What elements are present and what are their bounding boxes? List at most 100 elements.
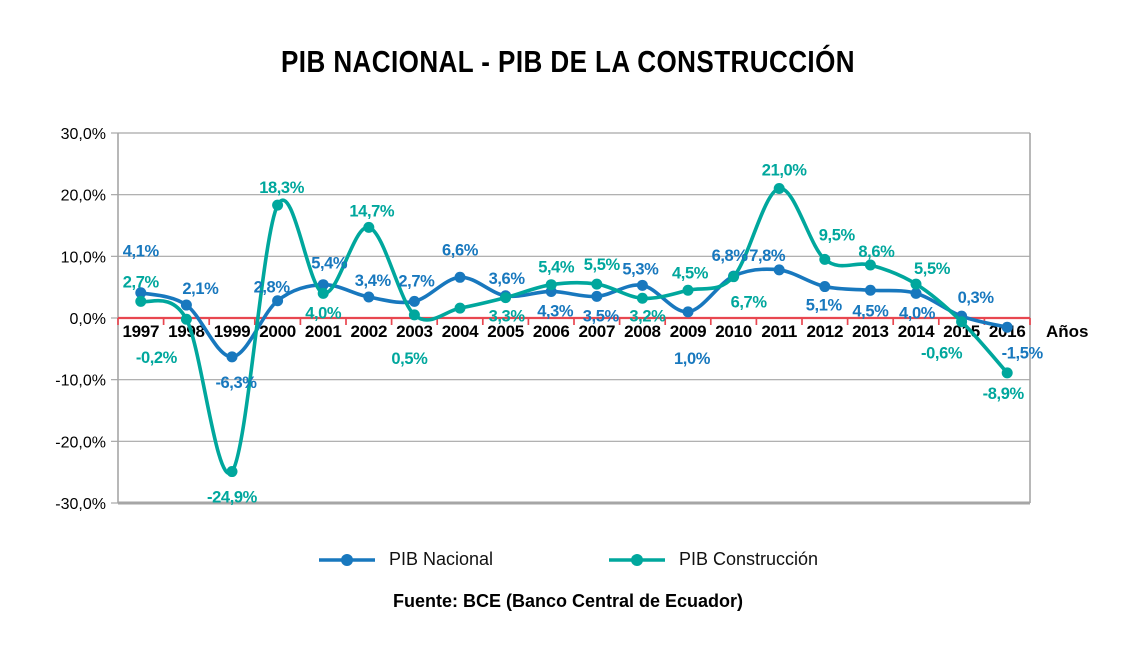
y-axis-tick-label: -20,0% bbox=[55, 434, 106, 451]
data-point-dot-pib-nacional bbox=[1001, 321, 1013, 333]
data-point-dot-pib-construccion bbox=[135, 295, 147, 307]
data-point-dot-pib-nacional bbox=[408, 295, 420, 307]
data-point-dot-pib-construccion bbox=[636, 292, 648, 304]
data-point-dot-pib-nacional bbox=[272, 295, 284, 307]
data-point-dot-pib-construccion bbox=[226, 466, 238, 478]
x-axis-year-label: 1999 bbox=[214, 322, 251, 341]
data-point-dot-pib-construccion bbox=[864, 259, 876, 271]
y-axis-tick-label: 10,0% bbox=[61, 249, 106, 266]
data-point-label-pib-construccion: -0,6% bbox=[921, 345, 963, 363]
data-point-dot-pib-nacional bbox=[864, 284, 876, 296]
x-axis-year-label: 2004 bbox=[442, 322, 479, 341]
data-point-dot-pib-construccion bbox=[272, 199, 284, 211]
data-point-label-pib-nacional: 2,7% bbox=[398, 272, 435, 290]
data-point-label-pib-construccion: 14,7% bbox=[349, 202, 395, 220]
data-point-label-pib-nacional: -6,3% bbox=[215, 374, 257, 392]
data-point-dot-pib-nacional bbox=[180, 299, 192, 311]
data-point-dot-pib-nacional bbox=[454, 271, 466, 283]
data-point-label-pib-construccion: 4,5% bbox=[672, 264, 709, 282]
data-point-label-pib-nacional: 5,3% bbox=[622, 260, 659, 278]
data-point-dot-pib-construccion bbox=[591, 278, 603, 290]
data-point-label-pib-construccion: 9,5% bbox=[819, 226, 856, 244]
x-axis-year-label: 2001 bbox=[305, 322, 342, 341]
legend-item-pib-construccion: PIB Construcción bbox=[608, 549, 818, 570]
x-axis-year-label: 2010 bbox=[715, 322, 752, 341]
data-point-dot-pib-nacional bbox=[636, 279, 648, 291]
data-point-dot-pib-construccion bbox=[317, 287, 329, 299]
legend-label-pib-construccion: PIB Construcción bbox=[679, 549, 819, 569]
data-point-dot-pib-nacional bbox=[317, 279, 329, 291]
x-axis-year-label: 2008 bbox=[624, 322, 661, 341]
y-axis-tick-label: 0,0% bbox=[70, 311, 106, 328]
x-axis-year-label: 2015 bbox=[943, 322, 980, 341]
data-point-label-pib-nacional: 4,1% bbox=[123, 243, 160, 261]
x-axis-year-label: 2000 bbox=[259, 322, 296, 341]
data-point-label-pib-nacional: 0,3% bbox=[958, 289, 995, 307]
x-axis-year-label: 2014 bbox=[898, 322, 935, 341]
x-axis-year-label: 2003 bbox=[396, 322, 433, 341]
data-point-label-pib-construccion: 6,7% bbox=[731, 294, 768, 312]
data-point-label-pib-construccion: 8,6% bbox=[858, 243, 895, 261]
data-point-label-pib-construccion: 21,0% bbox=[762, 162, 808, 180]
x-axis-year-label: 2007 bbox=[578, 322, 615, 341]
data-point-dot-pib-construccion bbox=[180, 313, 192, 325]
legend-item-pib-nacional: PIB Nacional bbox=[318, 549, 493, 570]
data-point-dot-pib-construccion bbox=[454, 302, 466, 314]
series-line-pib-construccion bbox=[139, 186, 1009, 476]
data-point-label-pib-nacional: 6,8% bbox=[712, 247, 749, 265]
legend: PIB Nacional PIB Construcción bbox=[0, 549, 1136, 570]
data-point-label-pib-construccion: 3,3% bbox=[489, 308, 526, 326]
x-axis-year-label: 2005 bbox=[487, 322, 524, 341]
data-point-label-pib-construccion: 5,5% bbox=[914, 260, 951, 278]
data-point-label-pib-nacional: 6,6% bbox=[442, 241, 479, 259]
data-point-dot-pib-nacional bbox=[135, 287, 147, 299]
data-point-label-pib-construccion: 3,2% bbox=[629, 307, 666, 325]
data-point-label-pib-construccion: 2,7% bbox=[123, 273, 160, 291]
data-point-dot-pib-construccion bbox=[956, 316, 968, 328]
data-point-dot-pib-construccion bbox=[408, 309, 420, 321]
data-point-label-pib-construccion: 0,5% bbox=[391, 350, 428, 368]
data-point-label-pib-nacional: 5,4% bbox=[311, 255, 348, 273]
data-point-dot-pib-construccion bbox=[682, 284, 694, 296]
data-point-label-pib-construccion: -8,9% bbox=[983, 385, 1025, 403]
data-point-dot-pib-construccion bbox=[910, 278, 922, 290]
data-point-label-pib-construccion: -0,2% bbox=[136, 349, 178, 367]
data-point-dot-pib-nacional bbox=[910, 287, 922, 299]
data-point-dot-pib-nacional bbox=[591, 290, 603, 302]
data-point-label-pib-construccion: 4,0% bbox=[305, 304, 342, 322]
legend-marker-pib-construccion-icon bbox=[609, 553, 665, 566]
data-point-label-pib-nacional: 3,6% bbox=[489, 270, 526, 288]
data-point-dot-pib-nacional bbox=[682, 306, 694, 318]
legend-dot-pib-construccion bbox=[631, 553, 643, 566]
data-point-label-pib-nacional: 2,8% bbox=[254, 279, 291, 297]
y-axis-tick-label: -30,0% bbox=[55, 496, 106, 513]
data-point-label-pib-nacional: 1,0% bbox=[674, 350, 711, 368]
x-axis-year-label: 2012 bbox=[806, 322, 843, 341]
data-point-dot-pib-nacional bbox=[363, 291, 375, 303]
line-chart-canvas: 30,0% 20,0% 10,0% 0,0% -10,0% -20,0% -30,0% 199… bbox=[55, 126, 1088, 513]
legend-marker-pib-nacional-icon bbox=[318, 553, 375, 566]
data-point-dot-pib-construccion bbox=[363, 221, 375, 233]
data-point-dot-pib-construccion bbox=[728, 271, 740, 283]
data-point-label-pib-nacional: -1,5% bbox=[1002, 344, 1044, 362]
legend-dot-pib-nacional bbox=[340, 553, 353, 566]
data-point-dot-pib-nacional bbox=[226, 351, 238, 363]
x-axis-year-label: 1998 bbox=[168, 322, 205, 341]
data-point-dot-pib-construccion bbox=[500, 292, 512, 304]
legend-label-pib-nacional: PIB Nacional bbox=[388, 549, 493, 569]
data-point-label-pib-nacional: 4,0% bbox=[899, 304, 936, 322]
x-axis-year-label: 2011 bbox=[761, 322, 797, 341]
x-axis-year-label: 2009 bbox=[670, 322, 707, 341]
data-point-label-pib-construccion: 5,4% bbox=[538, 259, 575, 277]
data-point-dot-pib-nacional bbox=[819, 281, 831, 293]
data-point-label-pib-nacional: 3,4% bbox=[355, 272, 392, 290]
data-point-label-pib-construccion: -24,9% bbox=[207, 489, 258, 507]
y-axis-tick-label: 20,0% bbox=[61, 188, 106, 205]
data-point-label-pib-nacional: 4,3% bbox=[537, 302, 574, 320]
source-caption: Fuente: BCE (Banco Central de Ecuador) bbox=[392, 591, 744, 611]
y-axis-tick-label: 30,0% bbox=[61, 126, 106, 143]
data-point-label-pib-nacional: 5,1% bbox=[806, 297, 843, 315]
data-point-label-pib-construccion: 5,5% bbox=[584, 256, 621, 274]
data-point-dot-pib-nacional bbox=[773, 264, 785, 276]
x-axis-year-label: 1997 bbox=[122, 322, 159, 341]
